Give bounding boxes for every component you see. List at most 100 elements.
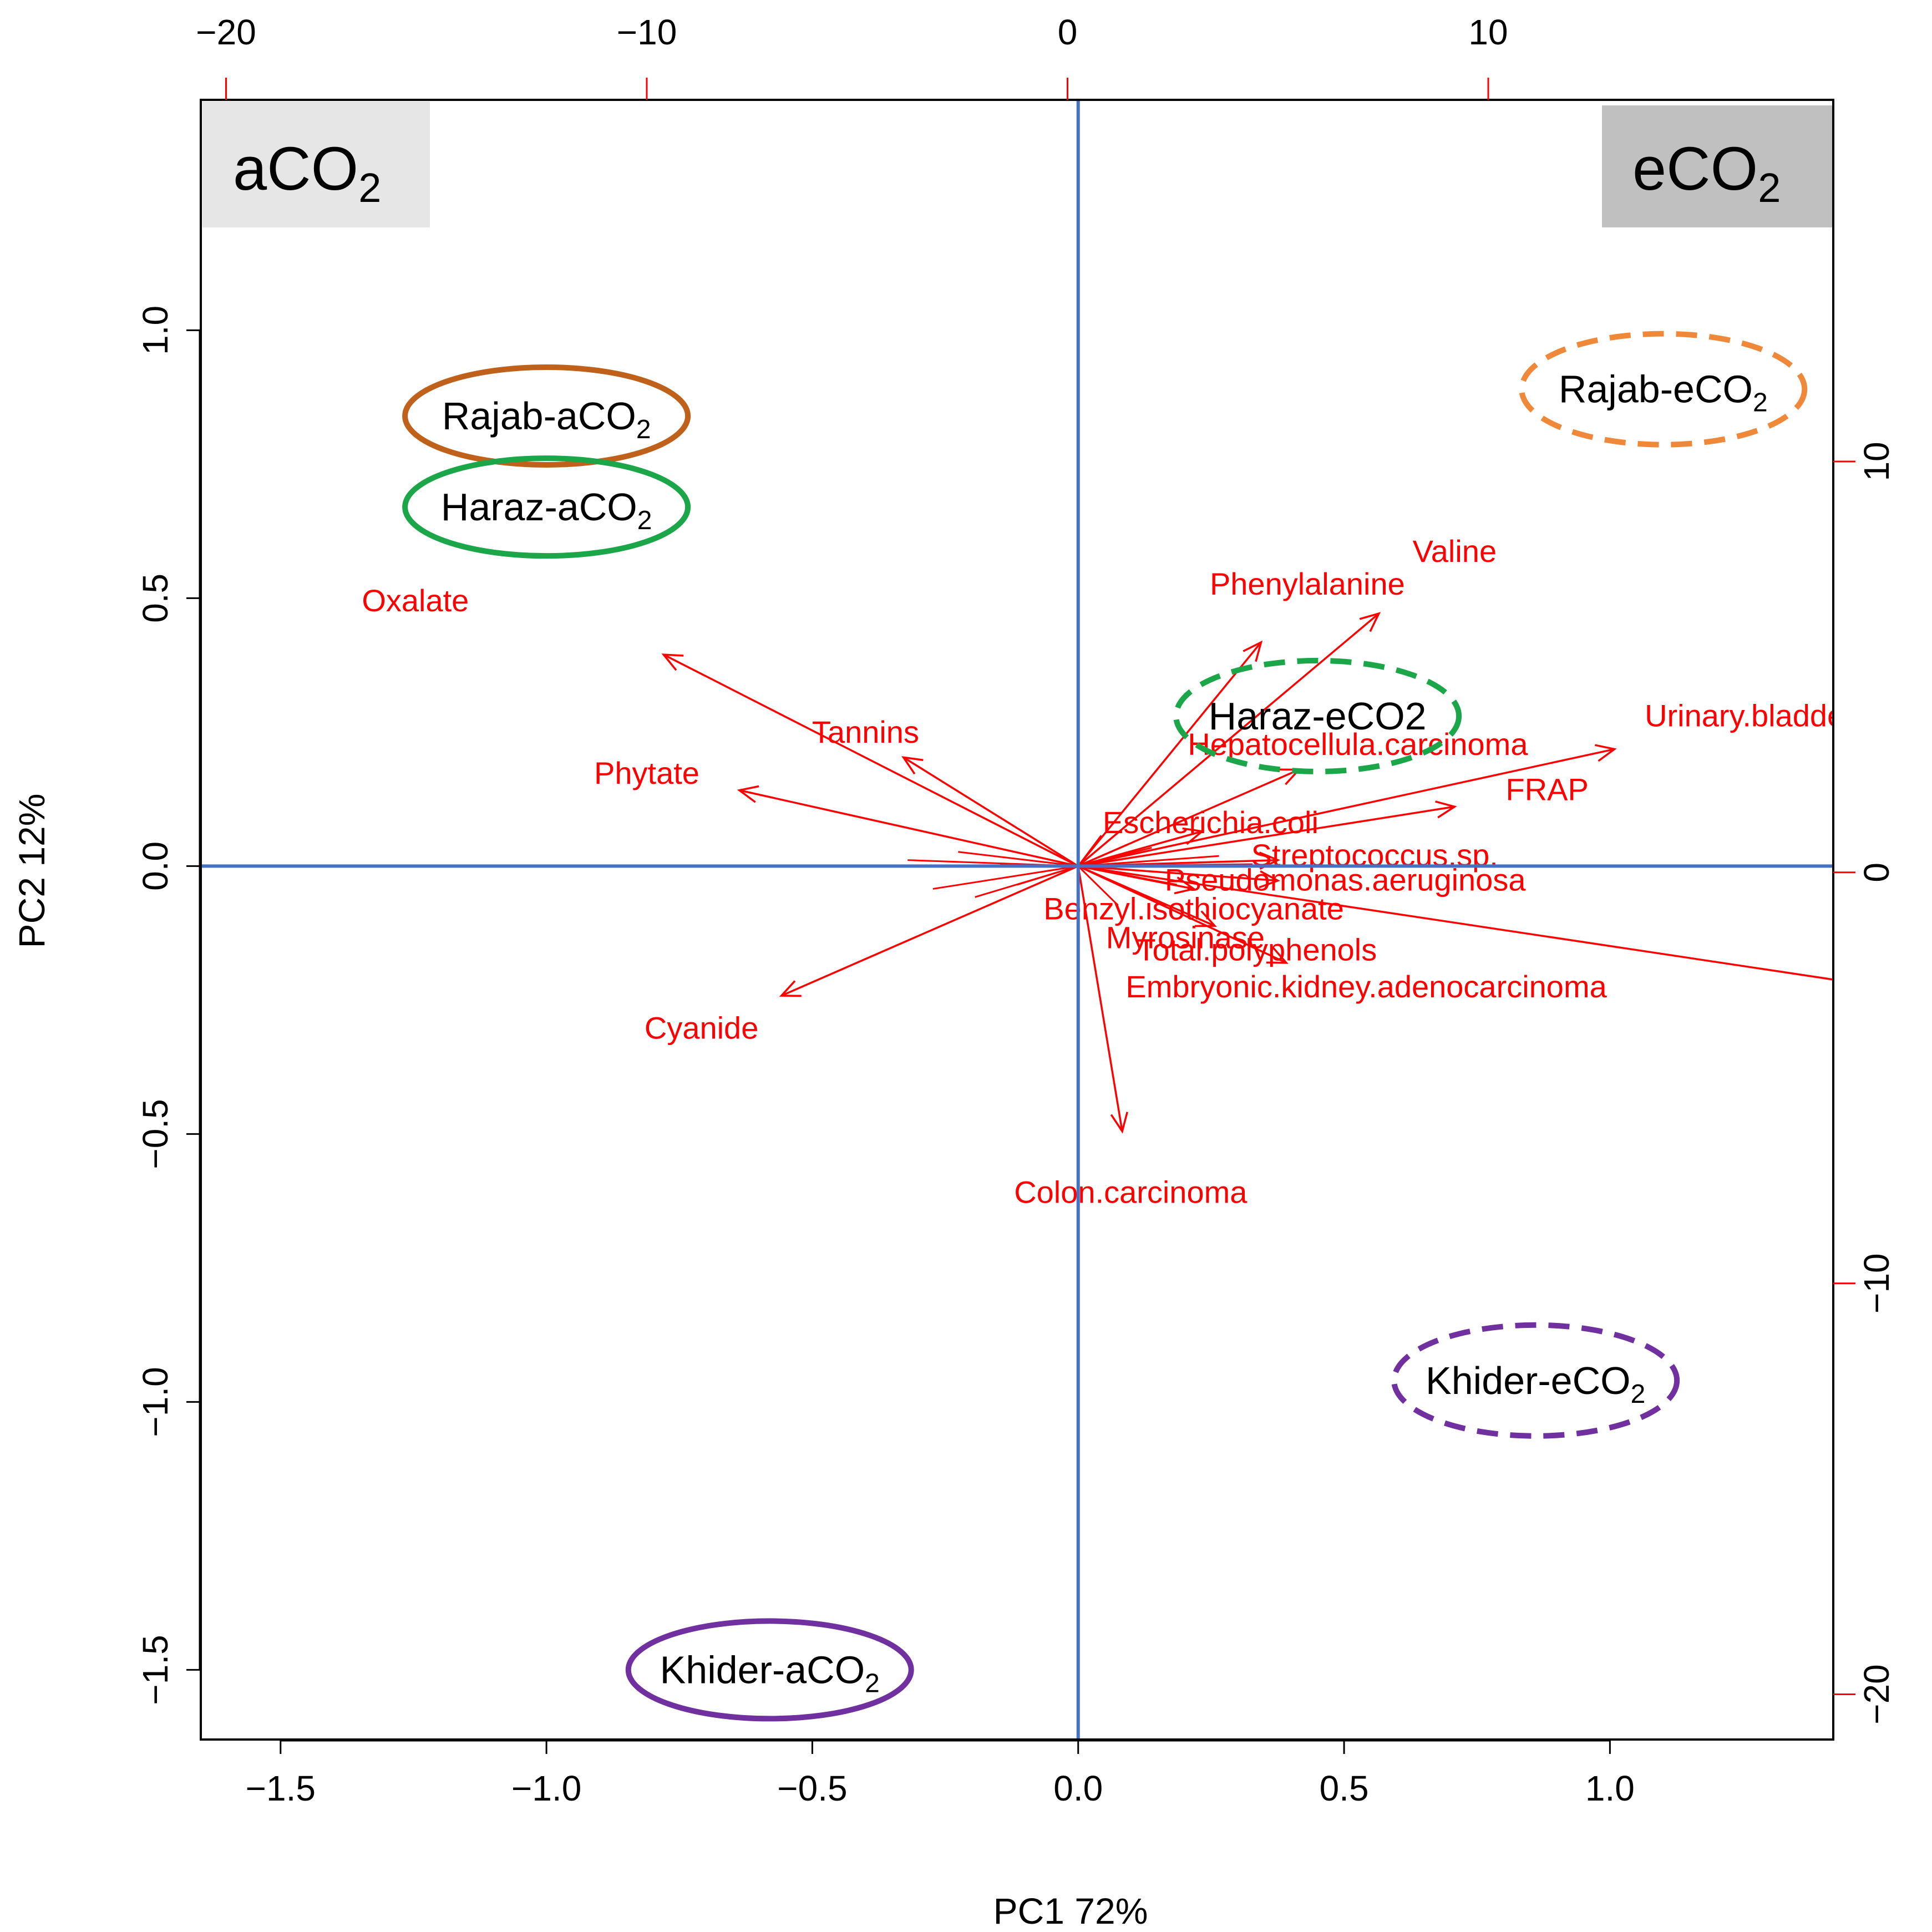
y-tick-label: 1.0 — [135, 306, 175, 355]
loading-label: Urinary.bladder.carcinoma — [1645, 698, 1932, 733]
y-tick-label: −0.5 — [135, 1099, 175, 1169]
x-axis-top: −20 −10 0 10 — [196, 12, 1508, 100]
loading-arrow — [1078, 830, 1203, 868]
group-label: Haraz-eCO2 — [1209, 694, 1427, 738]
loading-label: FRAP — [1506, 772, 1589, 807]
loading-arrowhead — [1839, 972, 1859, 988]
loading-label: Tannins — [812, 714, 919, 749]
loading-arrowhead — [737, 785, 759, 803]
loading-arrow — [1078, 865, 1287, 964]
loading-arrow — [1078, 748, 1615, 868]
x-tick-label: −0.5 — [777, 1768, 847, 1808]
y-axis-left: −1.5 −1.0 −0.5 0.0 0.5 1.0 — [135, 306, 201, 1705]
group-khider-eco: Khider-eCO2 — [1391, 1322, 1680, 1439]
group-ellipse — [1391, 1322, 1680, 1439]
group-ellipse — [1173, 657, 1462, 774]
group-ellipse — [625, 1618, 914, 1722]
x-tick-label: 0.5 — [1320, 1768, 1369, 1808]
group-haraz-aco: Haraz-aCO2 — [402, 455, 691, 559]
loading-label: Escherichia.coli — [1103, 805, 1319, 840]
loading-label: Valine — [1413, 534, 1497, 569]
svg-text:aCO2: aCO2 — [233, 135, 381, 211]
loading-arrowhead — [661, 653, 684, 671]
loading-arrow — [1078, 865, 1833, 981]
loading-label: Colon.carcinoma — [1014, 1175, 1248, 1210]
loading-arrow — [1078, 805, 1455, 868]
group-ellipses: Rajab-aCO2 Haraz-aCO2 Khider-aCO2 Rajab-eCO… — [402, 331, 1808, 1722]
corner-label-aco2: aCO2 — [202, 102, 430, 227]
loading-arrowhead — [1435, 800, 1457, 819]
loading-arrow — [1077, 866, 1123, 1132]
loading-label: Cyanide — [645, 1010, 758, 1045]
group-label: Rajab-aCO2 — [442, 394, 651, 444]
y-axis-title: PC2 12% — [11, 794, 52, 949]
loading-arrow — [663, 653, 1079, 867]
loading-arrowhead — [1359, 612, 1381, 632]
group-label: Haraz-aCO2 — [441, 485, 652, 535]
loading-arrow — [781, 865, 1079, 997]
loading-arrowhead — [901, 756, 924, 775]
loading-arrow — [1077, 641, 1262, 867]
y-tick-label: −1.5 — [135, 1635, 175, 1705]
right-tick-label: −10 — [1857, 1253, 1896, 1314]
top-tick-label: 10 — [1468, 12, 1508, 52]
loading-arrowhead — [1243, 640, 1263, 662]
top-tick-label: −10 — [617, 12, 677, 52]
loading-arrow — [902, 756, 1079, 867]
group-label: Khider-eCO2 — [1426, 1359, 1645, 1409]
x-tick-label: −1.5 — [246, 1768, 316, 1808]
loading-arrow-minor — [932, 865, 1078, 890]
loading-arrow-minor — [1017, 865, 1079, 886]
loading-arrow — [1077, 612, 1380, 867]
loading-arrow-minor — [1078, 855, 1219, 867]
group-label: Khider-aCO2 — [660, 1648, 880, 1698]
svg-text:eCO2: eCO2 — [1632, 135, 1781, 211]
x-axis-bottom: −1.5 −1.0 −0.5 0.0 0.5 1.0 — [246, 1740, 1635, 1808]
y-tick-label: 0.0 — [135, 841, 175, 891]
loading-arrowhead — [1110, 1112, 1128, 1134]
corner-label-eco2: eCO2 — [1602, 105, 1832, 227]
loading-arrow — [1078, 865, 1278, 882]
top-tick-label: 0 — [1058, 12, 1078, 52]
group-khider-aco: Khider-aCO2 — [625, 1618, 914, 1722]
right-tick-label: 0 — [1857, 863, 1896, 883]
group-ellipse — [402, 455, 691, 559]
group-rajab-eco: Rajab-eCO2 — [1519, 331, 1808, 448]
y-tick-label: 0.5 — [135, 574, 175, 623]
zero-lines — [201, 100, 1833, 1740]
loading-label: Hepatocellula.carcinoma — [1188, 727, 1528, 762]
loading-label: Oxalate — [362, 583, 469, 618]
loadings: Oxalate Phytate Tannins Cyanide ValinePhenyl… — [362, 534, 1932, 1210]
loading-arrow-minor — [1077, 865, 1119, 906]
loading-arrow-minor — [958, 851, 1078, 867]
loading-arrowhead — [779, 980, 802, 997]
loading-label: Phytate — [594, 755, 699, 790]
x-tick-label: 1.0 — [1585, 1768, 1635, 1808]
loading-arrow — [1078, 768, 1300, 868]
loading-label: Embryonic.kidney.adenocarcinoma — [1125, 969, 1607, 1004]
x-axis-title: PC1 72% — [993, 1890, 1148, 1931]
right-tick-label: −20 — [1857, 1664, 1896, 1725]
loading-arrow — [739, 789, 1079, 868]
group-ellipse — [402, 364, 691, 468]
group-ellipse — [1519, 331, 1808, 448]
y-axis-right: −20 −10 0 10 — [1833, 442, 1896, 1725]
loading-arrowhead — [1259, 870, 1281, 889]
right-tick-label: 10 — [1857, 442, 1896, 481]
group-rajab-aco: Rajab-aCO2 — [402, 364, 691, 468]
plot-frame — [200, 99, 1834, 1741]
x-tick-label: −1.0 — [511, 1768, 581, 1808]
group-haraz-eco2: Haraz-eCO2 — [1173, 657, 1462, 774]
x-tick-label: 0.0 — [1053, 1768, 1103, 1808]
loading-arrowhead — [1594, 744, 1617, 762]
loading-arrowhead — [1194, 910, 1217, 927]
top-tick-label: −20 — [196, 12, 256, 52]
group-label: Rajab-eCO2 — [1559, 368, 1768, 418]
loading-arrowhead — [1266, 947, 1289, 964]
loading-label: Phenylalanine — [1210, 566, 1405, 601]
loading-arrowhead — [1182, 827, 1205, 845]
loading-label: Pseudomonas.aeruginosa — [1165, 863, 1527, 897]
loading-label: Total.polyphenols — [1137, 932, 1377, 967]
loading-label: Myrosinase — [1106, 920, 1265, 955]
